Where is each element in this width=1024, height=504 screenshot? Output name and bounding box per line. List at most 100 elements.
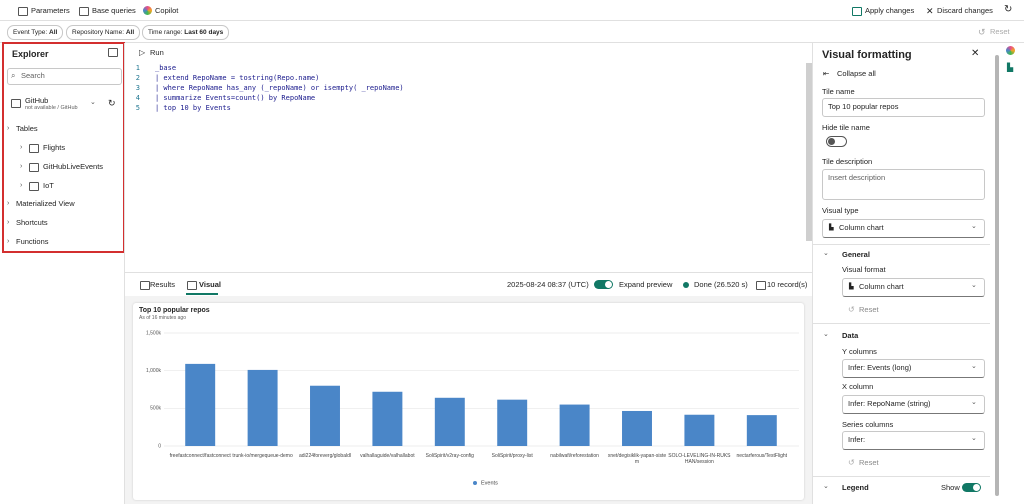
chart-icon: ▙	[849, 284, 854, 290]
discard-icon: ✕	[926, 6, 934, 16]
scrollbar[interactable]	[806, 63, 812, 241]
code-editor[interactable]: 1 2 3 4 5 _base | extend RepoName = tostring(R…	[130, 63, 806, 263]
chart-card	[133, 303, 804, 500]
tree-item[interactable]: Materialized View	[16, 199, 75, 208]
tree-item[interactable]: Tables	[16, 124, 38, 133]
y-tick-label: 1,500k	[146, 330, 162, 336]
chevron[interactable]: ›	[7, 200, 10, 207]
close-button[interactable]: ✕	[971, 48, 980, 59]
search-icon: ⌕	[11, 71, 16, 80]
chevron: ⌄	[971, 282, 977, 289]
collapse-all[interactable]: Collapse all	[837, 69, 876, 78]
field-label: Series columns	[842, 420, 894, 429]
chevron[interactable]: ›	[7, 238, 10, 245]
collapse-icon[interactable]	[108, 48, 118, 57]
divider	[0, 42, 1024, 43]
code-line: | top 10 by Events	[155, 104, 231, 112]
parameters-icon	[18, 7, 28, 16]
scrollbar[interactable]	[995, 55, 999, 496]
bar	[559, 404, 590, 446]
table-icon	[29, 144, 39, 153]
tree-item[interactable]: GitHubLiveEvents	[43, 162, 104, 171]
base-queries-button[interactable]: Base queries	[92, 6, 136, 15]
tab-active[interactable]: Visual	[199, 280, 221, 289]
divider	[812, 323, 990, 324]
chart-area: 0 500k 1,000k 1,500k Events freefastconnect/…	[133, 303, 804, 500]
field-label: Tile name	[822, 87, 855, 96]
hide-toggle[interactable]	[826, 136, 847, 147]
chevron[interactable]: ⌄	[823, 331, 829, 338]
chevron[interactable]: ›	[20, 144, 23, 151]
legend-toggle[interactable]	[962, 483, 981, 492]
records: 10 record(s)	[767, 280, 808, 289]
tree-item[interactable]: Functions	[16, 237, 49, 246]
line-number: 4	[135, 94, 140, 102]
reset-button[interactable]: Reset	[859, 305, 879, 314]
y-columns-select[interactable]	[842, 359, 985, 378]
toolbar-divider	[0, 20, 1024, 21]
divider	[812, 43, 813, 504]
database-icon	[11, 99, 21, 108]
visual-format-select[interactable]	[842, 278, 985, 297]
filter-value: All	[125, 29, 135, 36]
reset-icon: ↺	[978, 27, 986, 37]
x-tick-label: nabilwafi/reforestation	[550, 453, 599, 459]
select-value: Column chart	[859, 282, 904, 291]
toggle-knob	[973, 484, 980, 491]
panel-title: Visual formatting	[822, 49, 912, 61]
chevron[interactable]: ›	[20, 163, 23, 170]
reset-button[interactable]: Reset	[990, 27, 1010, 36]
refresh-button[interactable]: ↻	[1004, 4, 1013, 15]
format-side-icon[interactable]: ▙	[1007, 63, 1014, 72]
code-line: | summarize Events=count() by RepoName	[155, 94, 316, 102]
apply-button[interactable]: Apply changes	[865, 6, 915, 15]
search-box[interactable]	[7, 68, 122, 85]
y-tick-label: 1,000k	[146, 368, 162, 374]
filter-pill[interactable]: Event Type: All	[7, 25, 64, 40]
x-tick-label: SOLO-LEVELING-IN-RUKSHAN/session	[668, 453, 731, 465]
tab[interactable]: Results	[150, 280, 176, 289]
filter-value: Last 60 days	[184, 29, 224, 36]
filter-label: Time range:	[148, 29, 183, 36]
description-input[interactable]	[822, 169, 985, 200]
source-name[interactable]: GitHub	[25, 96, 49, 105]
discard-button[interactable]: Discard changes	[937, 6, 993, 15]
filter-pill[interactable]: Repository Name: All	[66, 25, 141, 40]
run-button[interactable]: Run	[150, 48, 164, 57]
tree-item[interactable]: Flights	[43, 143, 66, 152]
copilot-side-icon[interactable]	[1006, 46, 1015, 55]
reset-button[interactable]: Reset	[859, 458, 879, 467]
line-number: 1	[135, 64, 140, 72]
field-label: Tile description	[822, 157, 873, 166]
x-tick-label: adi224foreverg/globaldl	[299, 453, 351, 459]
tree-item[interactable]: Shortcuts	[16, 218, 48, 227]
parameters-button[interactable]: Parameters	[31, 6, 70, 15]
expand-toggle[interactable]	[594, 280, 613, 289]
bar	[372, 391, 403, 446]
tree-item[interactable]: IoT	[43, 181, 54, 190]
y-tick-label: 0	[158, 443, 161, 449]
refresh-icon[interactable]: ↻	[108, 98, 116, 108]
tile-name-input[interactable]	[822, 98, 985, 117]
line-number: 2	[135, 74, 140, 82]
chevron[interactable]: ⌄	[823, 483, 829, 490]
copilot-button[interactable]: Copilot	[155, 6, 179, 15]
table-icon	[29, 182, 39, 191]
chevron[interactable]: ⌄	[90, 99, 96, 106]
results-icon	[140, 281, 150, 290]
filter-pill[interactable]: Time range: Last 60 days	[142, 25, 230, 40]
visual-type-select[interactable]	[822, 219, 985, 238]
records-icon	[756, 281, 766, 290]
chevron[interactable]: ›	[7, 219, 10, 226]
series-columns-select[interactable]	[842, 431, 985, 450]
field-label: X column	[842, 382, 874, 391]
chevron[interactable]: ›	[20, 182, 23, 189]
filter-label: Event Type:	[13, 29, 48, 36]
chevron[interactable]: ⌄	[823, 250, 829, 257]
x-column-select[interactable]	[842, 395, 985, 414]
chevron: ⌄	[971, 435, 977, 442]
chevron[interactable]: ›	[7, 125, 10, 132]
run-icon: ▷	[139, 48, 146, 57]
bar	[746, 415, 777, 446]
section-title: General	[842, 250, 870, 259]
